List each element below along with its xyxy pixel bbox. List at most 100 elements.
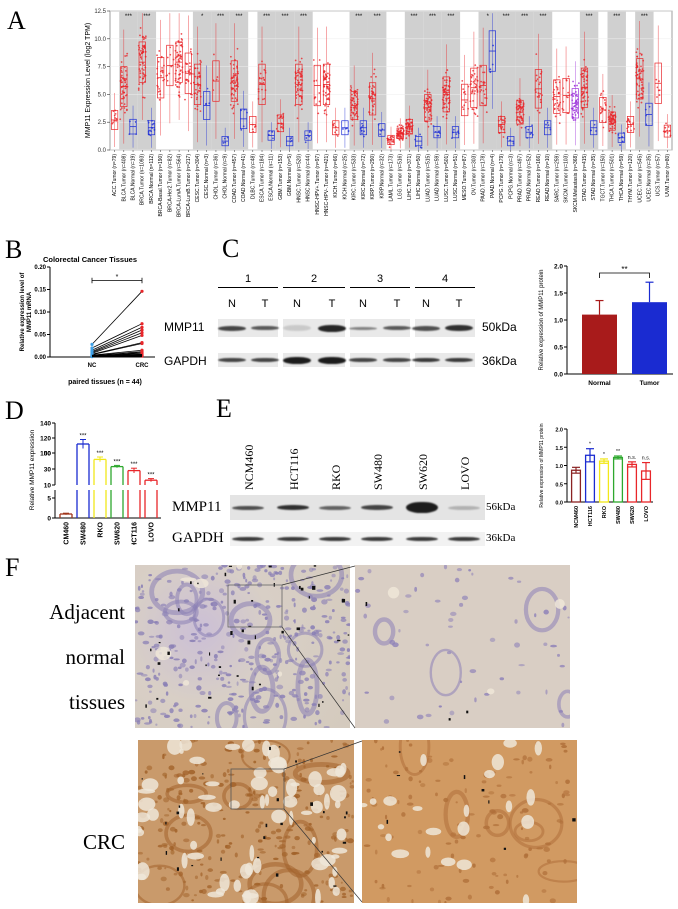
svg-text:30: 30 — [44, 467, 52, 474]
svg-text:MMP11 Expression Level (log2 T: MMP11 Expression Level (log2 TPM) — [85, 23, 92, 138]
svg-text:***: *** — [235, 14, 243, 20]
cell-line-protein-bar-chart: 0.0 0.5 1.0 1.5 2.0 Relative expression of MM… — [539, 423, 653, 528]
panel-label-a: A — [7, 6, 26, 35]
svg-text:140: 140 — [40, 421, 51, 428]
ihc-crc-high-mag — [362, 740, 577, 903]
svg-text:paired tissues (n = 44): paired tissues (n = 44) — [68, 379, 142, 386]
svg-text:10.0: 10.0 — [94, 37, 106, 43]
blot-lane-label: T — [393, 298, 401, 310]
svg-text:***: *** — [79, 434, 87, 440]
blot-row-label: MMP11 — [164, 320, 205, 334]
svg-text:2.5: 2.5 — [98, 120, 107, 126]
category-label: KICH.Tumor (n=66) — [333, 154, 339, 198]
blot-lane-label: T — [261, 298, 269, 310]
western-blot-cell-lines: NCM460 HCT116 RKO SW480 SW620 LOVO MMP11 56kDa G… — [160, 410, 515, 546]
blot-lane-label: N — [359, 298, 367, 310]
category-label: HNSC.Tumor (n=520) — [296, 154, 302, 203]
svg-text:5.0: 5.0 — [98, 92, 107, 98]
svg-text:n.s.: n.s. — [642, 456, 651, 462]
category-label: CHOL.Normal (n=9) — [223, 154, 229, 199]
category-label: ESCA.Tumor (n=184) — [260, 154, 266, 202]
svg-text:***: *** — [263, 14, 271, 20]
blot-lane-label: HCT116 — [287, 448, 301, 490]
svg-text:12.5: 12.5 — [94, 9, 106, 15]
category-label: LAML.Tumor (n=173) — [389, 154, 395, 202]
svg-text:LOVO: LOVO — [149, 521, 156, 541]
category-label: STAD.Normal (n=35) — [591, 154, 597, 201]
blot-lane-label: T — [328, 298, 336, 310]
svg-text:0.00: 0.00 — [34, 355, 46, 361]
svg-text:0.0: 0.0 — [98, 148, 107, 154]
blot-lane-label: NCM460 — [242, 444, 256, 490]
category-label: LIHC.Tumor (n=371) — [407, 154, 413, 200]
blot-group-label: 1 — [218, 273, 278, 288]
svg-text:0.5: 0.5 — [555, 482, 563, 488]
category-label: BRCA-Basal.Tumor (n=190) — [158, 154, 164, 217]
category-label: GBM.Tumor (n=153) — [278, 154, 284, 200]
category-label: LIHC.Normal (n=50) — [416, 154, 422, 199]
svg-text:***: *** — [411, 14, 419, 20]
svg-text:***: *** — [429, 14, 437, 20]
category-label: ESCA.Normal (n=11) — [269, 154, 275, 201]
blot-lane-label: N — [293, 298, 301, 310]
svg-text:***: *** — [143, 14, 151, 20]
blot-lane-label: SW620 — [416, 454, 430, 490]
svg-text:50: 50 — [44, 451, 52, 458]
category-label: KIRC.Tumor (n=533) — [352, 154, 358, 201]
category-label: PCPG.Tumor (n=179) — [499, 154, 505, 203]
svg-text:5: 5 — [47, 496, 51, 503]
svg-text:MMP11 mRNA: MMP11 mRNA — [27, 291, 33, 332]
blot-kda-label: 36kDa — [482, 354, 517, 368]
category-label: DLBC.Tumor (n=48) — [250, 154, 256, 199]
svg-text:***: *** — [613, 14, 621, 20]
svg-text:1.5: 1.5 — [555, 446, 563, 452]
category-label: STAD.Tumor (n=415) — [582, 154, 588, 202]
category-label: LGG.Tumor (n=516) — [398, 154, 404, 199]
category-label: KIRP.Tumor (n=290) — [370, 154, 376, 200]
category-label: COAD.Normal (n=41) — [241, 154, 247, 202]
category-label: LUAD.Tumor (n=515) — [425, 154, 431, 202]
category-label: UCEC.Tumor (n=545) — [637, 154, 643, 203]
svg-text:SW620: SW620 — [630, 506, 636, 524]
svg-text:*: * — [589, 442, 592, 448]
svg-text:Colorectal Cancer Tissues: Colorectal Cancer Tissues — [43, 255, 137, 264]
svg-text:n.s.: n.s. — [628, 455, 637, 461]
svg-text:**: ** — [616, 449, 621, 455]
svg-text:0: 0 — [47, 516, 51, 523]
category-label: BRCA.Normal (n=112) — [149, 154, 155, 204]
category-label: COAD.Tumor (n=457) — [232, 154, 238, 203]
svg-text:Tumor: Tumor — [640, 380, 660, 387]
svg-text:0.5: 0.5 — [554, 345, 563, 352]
category-label: KIRP.Normal (n=32) — [379, 154, 385, 199]
svg-text:SW620: SW620 — [115, 522, 122, 545]
blot-lane-label: RKO — [329, 464, 343, 490]
ihc-crc-low-mag — [138, 740, 354, 903]
category-label: CESC.Normal (n=3) — [204, 154, 210, 199]
category-label: LUSC.Normal (n=51) — [453, 154, 459, 201]
svg-text:**: ** — [621, 265, 627, 274]
svg-text:NCM460: NCM460 — [574, 506, 580, 528]
category-label: BRCA-LumA.Tumor (n=564) — [177, 154, 183, 217]
svg-text:RKO: RKO — [602, 505, 608, 518]
pan-cancer-boxplot: *** *** * *** *** *** *** *** *** *** *** *** *** * **… — [85, 9, 673, 217]
svg-text:*: * — [201, 14, 204, 20]
svg-text:***: *** — [355, 14, 363, 20]
panel-label-e: E — [216, 394, 232, 423]
category-label: HNSC-HPV+.Tumor (n=97) — [315, 154, 321, 215]
svg-text:0.15: 0.15 — [34, 288, 46, 294]
svg-text:***: *** — [113, 459, 121, 465]
svg-text:SW480: SW480 — [616, 506, 622, 524]
svg-text:***: *** — [125, 14, 133, 20]
svg-text:NCM460: NCM460 — [64, 522, 71, 545]
category-label: CESC.Tumor (n=304) — [195, 154, 201, 203]
svg-text:***: *** — [447, 14, 455, 20]
svg-text:0.05: 0.05 — [34, 333, 46, 339]
svg-text:Relative expression level of: Relative expression level of — [20, 272, 26, 352]
category-label: THCA.Tumor (n=501) — [610, 154, 616, 202]
category-label: ACC.Tumor (n=79) — [112, 154, 118, 197]
panel-label-f: F — [5, 553, 20, 582]
ihc-normal-low-mag — [135, 565, 350, 728]
ihc-row-label-normal: Adjacent normal tissues — [49, 600, 125, 714]
blot-lane-label: SW480 — [371, 454, 385, 490]
